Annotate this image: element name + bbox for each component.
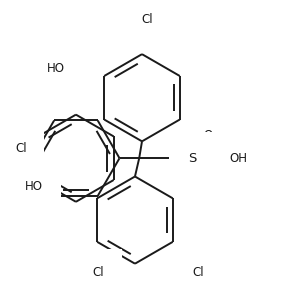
Text: Cl: Cl: [93, 266, 104, 279]
Text: S: S: [188, 152, 197, 165]
Text: HO: HO: [47, 62, 65, 75]
Text: O: O: [204, 129, 213, 142]
Text: OH: OH: [229, 152, 247, 165]
Text: HO: HO: [25, 180, 43, 193]
Text: Cl: Cl: [142, 13, 153, 26]
Text: Cl: Cl: [15, 142, 26, 155]
Text: Cl: Cl: [193, 266, 204, 279]
Text: O: O: [204, 174, 213, 187]
